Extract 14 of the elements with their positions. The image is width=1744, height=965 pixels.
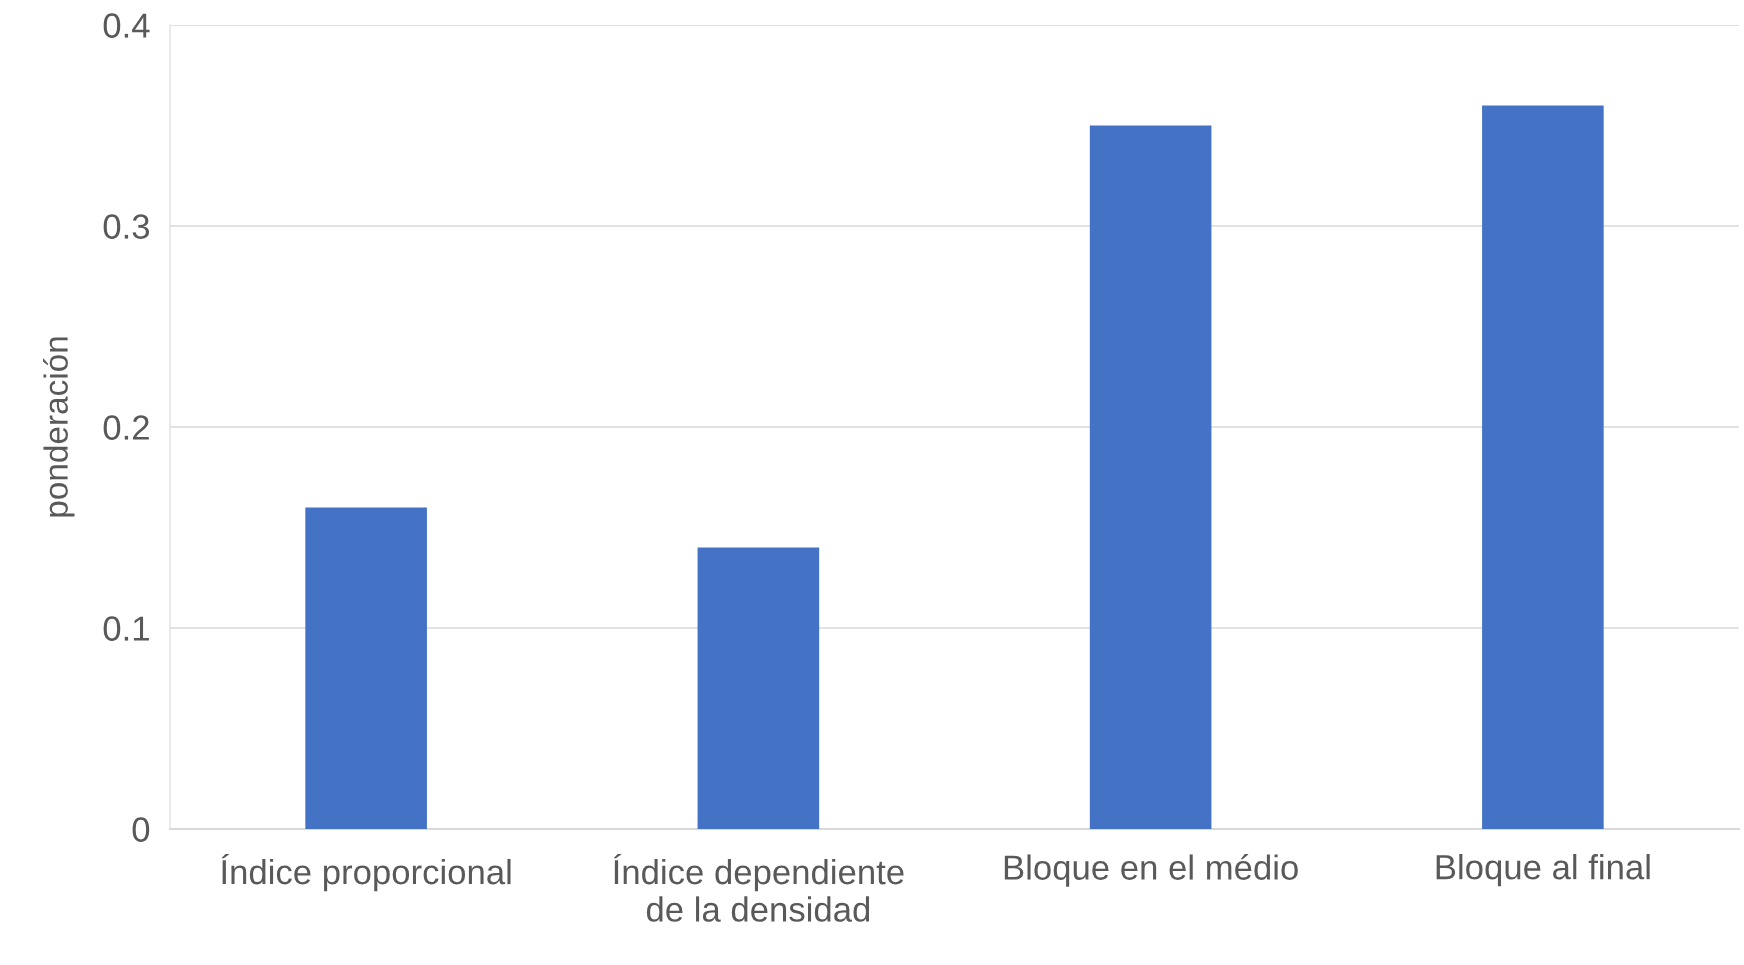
x-tick-label: Bloque en el médio bbox=[1004, 854, 1298, 887]
y-axis-title: ponderación bbox=[43, 337, 75, 517]
bar bbox=[1089, 125, 1212, 829]
y-tick-label: 0.2 bbox=[103, 415, 149, 440]
y-tick-label: 0.4 bbox=[103, 13, 150, 38]
bar bbox=[305, 507, 427, 829]
y-tick-label: 0 bbox=[132, 817, 150, 842]
y-tick-label: 0.3 bbox=[103, 214, 150, 239]
y-tick-label: 0.1 bbox=[103, 616, 149, 641]
bar bbox=[1482, 105, 1604, 829]
x-tick-label: Bloque al final bbox=[1436, 854, 1650, 887]
x-tick-label: Índice proporcional bbox=[221, 854, 511, 892]
x-tick-label: Índice dependiente de la densidad bbox=[614, 854, 904, 922]
bar bbox=[697, 547, 820, 829]
